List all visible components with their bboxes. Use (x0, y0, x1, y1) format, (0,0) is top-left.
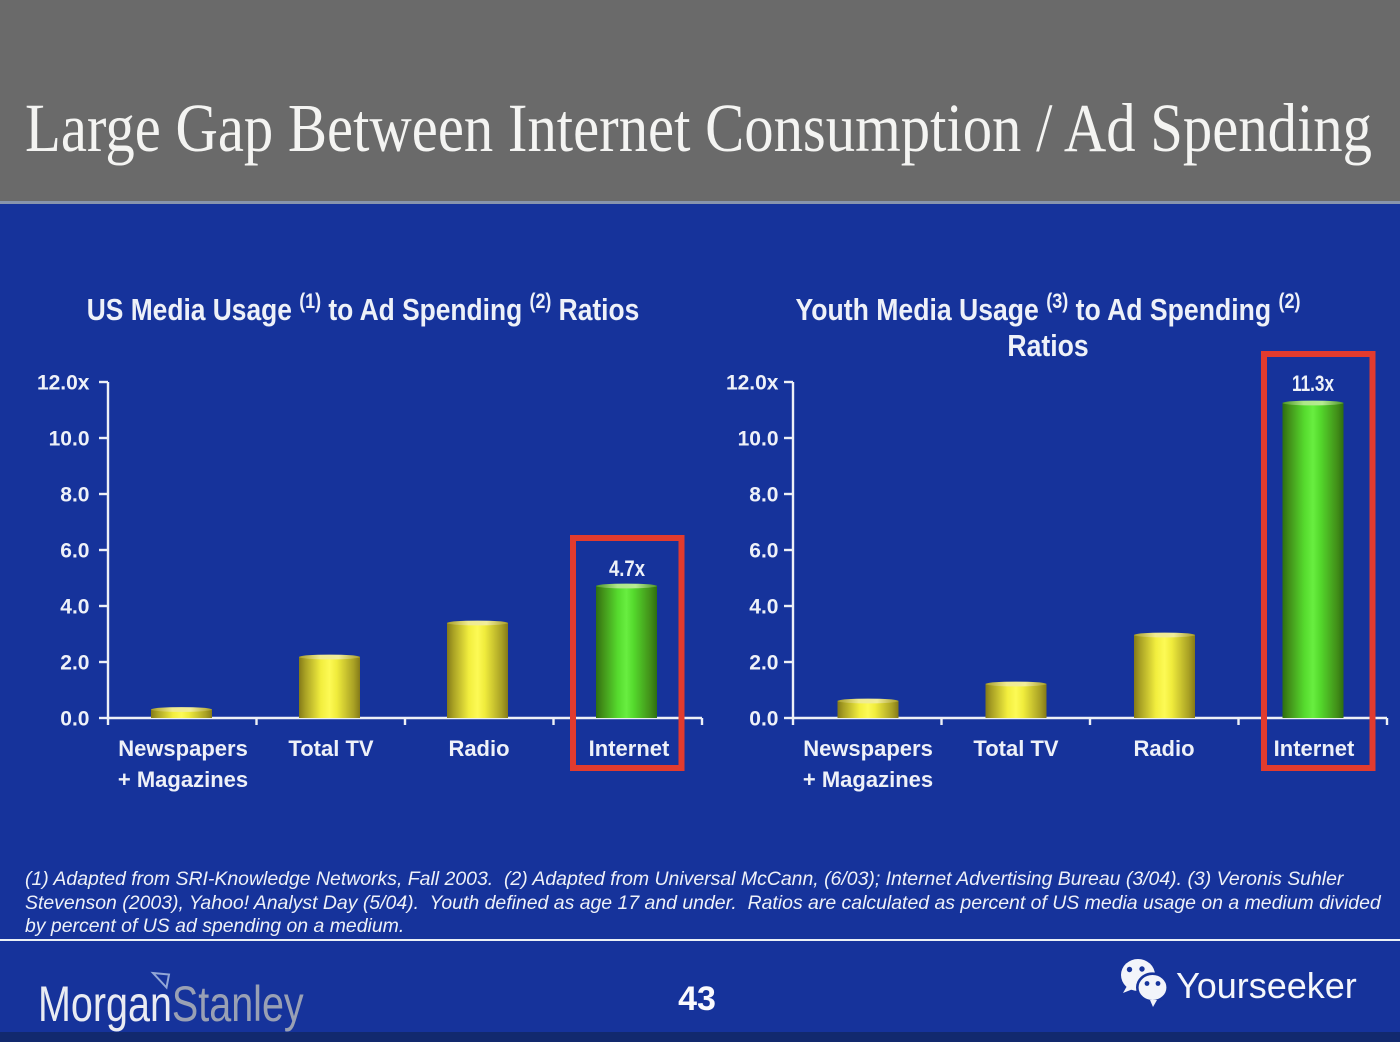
svg-text:12.0x: 12.0x (37, 372, 90, 395)
svg-text:+ Magazines: + Magazines (118, 767, 248, 792)
svg-text:12.0x: 12.0x (726, 372, 779, 395)
svg-text:2.0: 2.0 (60, 652, 89, 675)
svg-text:Internet: Internet (589, 736, 670, 761)
svg-text:Newspapers: Newspapers (118, 736, 248, 761)
svg-text:4.7x: 4.7x (609, 556, 646, 581)
svg-text:0.0: 0.0 (60, 708, 89, 731)
svg-text:Total TV: Total TV (288, 736, 373, 761)
svg-text:8.0: 8.0 (60, 484, 89, 507)
svg-text:11.3x: 11.3x (1292, 371, 1335, 396)
svg-text:4.0: 4.0 (60, 596, 89, 619)
svg-text:Internet: Internet (1274, 736, 1355, 761)
svg-text:2.0: 2.0 (749, 652, 778, 675)
svg-text:Total TV: Total TV (973, 736, 1058, 761)
svg-text:4.0: 4.0 (749, 596, 778, 619)
svg-text:10.0: 10.0 (49, 428, 90, 451)
svg-text:6.0: 6.0 (60, 540, 89, 563)
svg-text:Youth Media Usage (3) to Ad Sp: Youth Media Usage (3) to Ad Spending (2) (796, 290, 1301, 328)
svg-text:0.0: 0.0 (749, 708, 778, 731)
svg-text:Ratios: Ratios (1007, 329, 1088, 363)
svg-text:Radio: Radio (448, 736, 509, 761)
svg-text:10.0: 10.0 (738, 428, 779, 451)
svg-text:US Media Usage (1) to Ad Spend: US Media Usage (1) to Ad Spending (2) Ra… (87, 290, 639, 328)
svg-text:+ Magazines: + Magazines (803, 767, 933, 792)
svg-text:6.0: 6.0 (749, 540, 778, 563)
svg-text:8.0: 8.0 (749, 484, 778, 507)
svg-text:Newspapers: Newspapers (803, 736, 933, 761)
svg-text:Radio: Radio (1133, 736, 1194, 761)
